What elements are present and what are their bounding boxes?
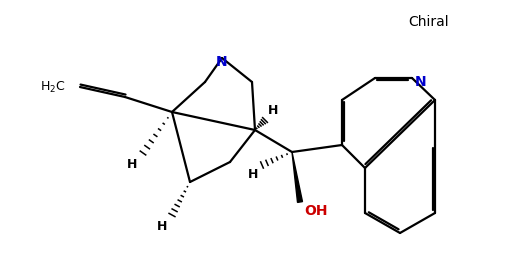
- Text: H: H: [268, 104, 279, 117]
- Text: Chiral: Chiral: [408, 15, 449, 29]
- Text: H: H: [126, 158, 137, 171]
- Text: H$_2$C: H$_2$C: [40, 80, 66, 94]
- Text: OH: OH: [304, 204, 328, 218]
- Text: N: N: [415, 75, 426, 89]
- Text: N: N: [216, 55, 228, 69]
- Text: H: H: [248, 168, 258, 181]
- Text: H: H: [157, 220, 167, 233]
- Polygon shape: [292, 152, 303, 202]
